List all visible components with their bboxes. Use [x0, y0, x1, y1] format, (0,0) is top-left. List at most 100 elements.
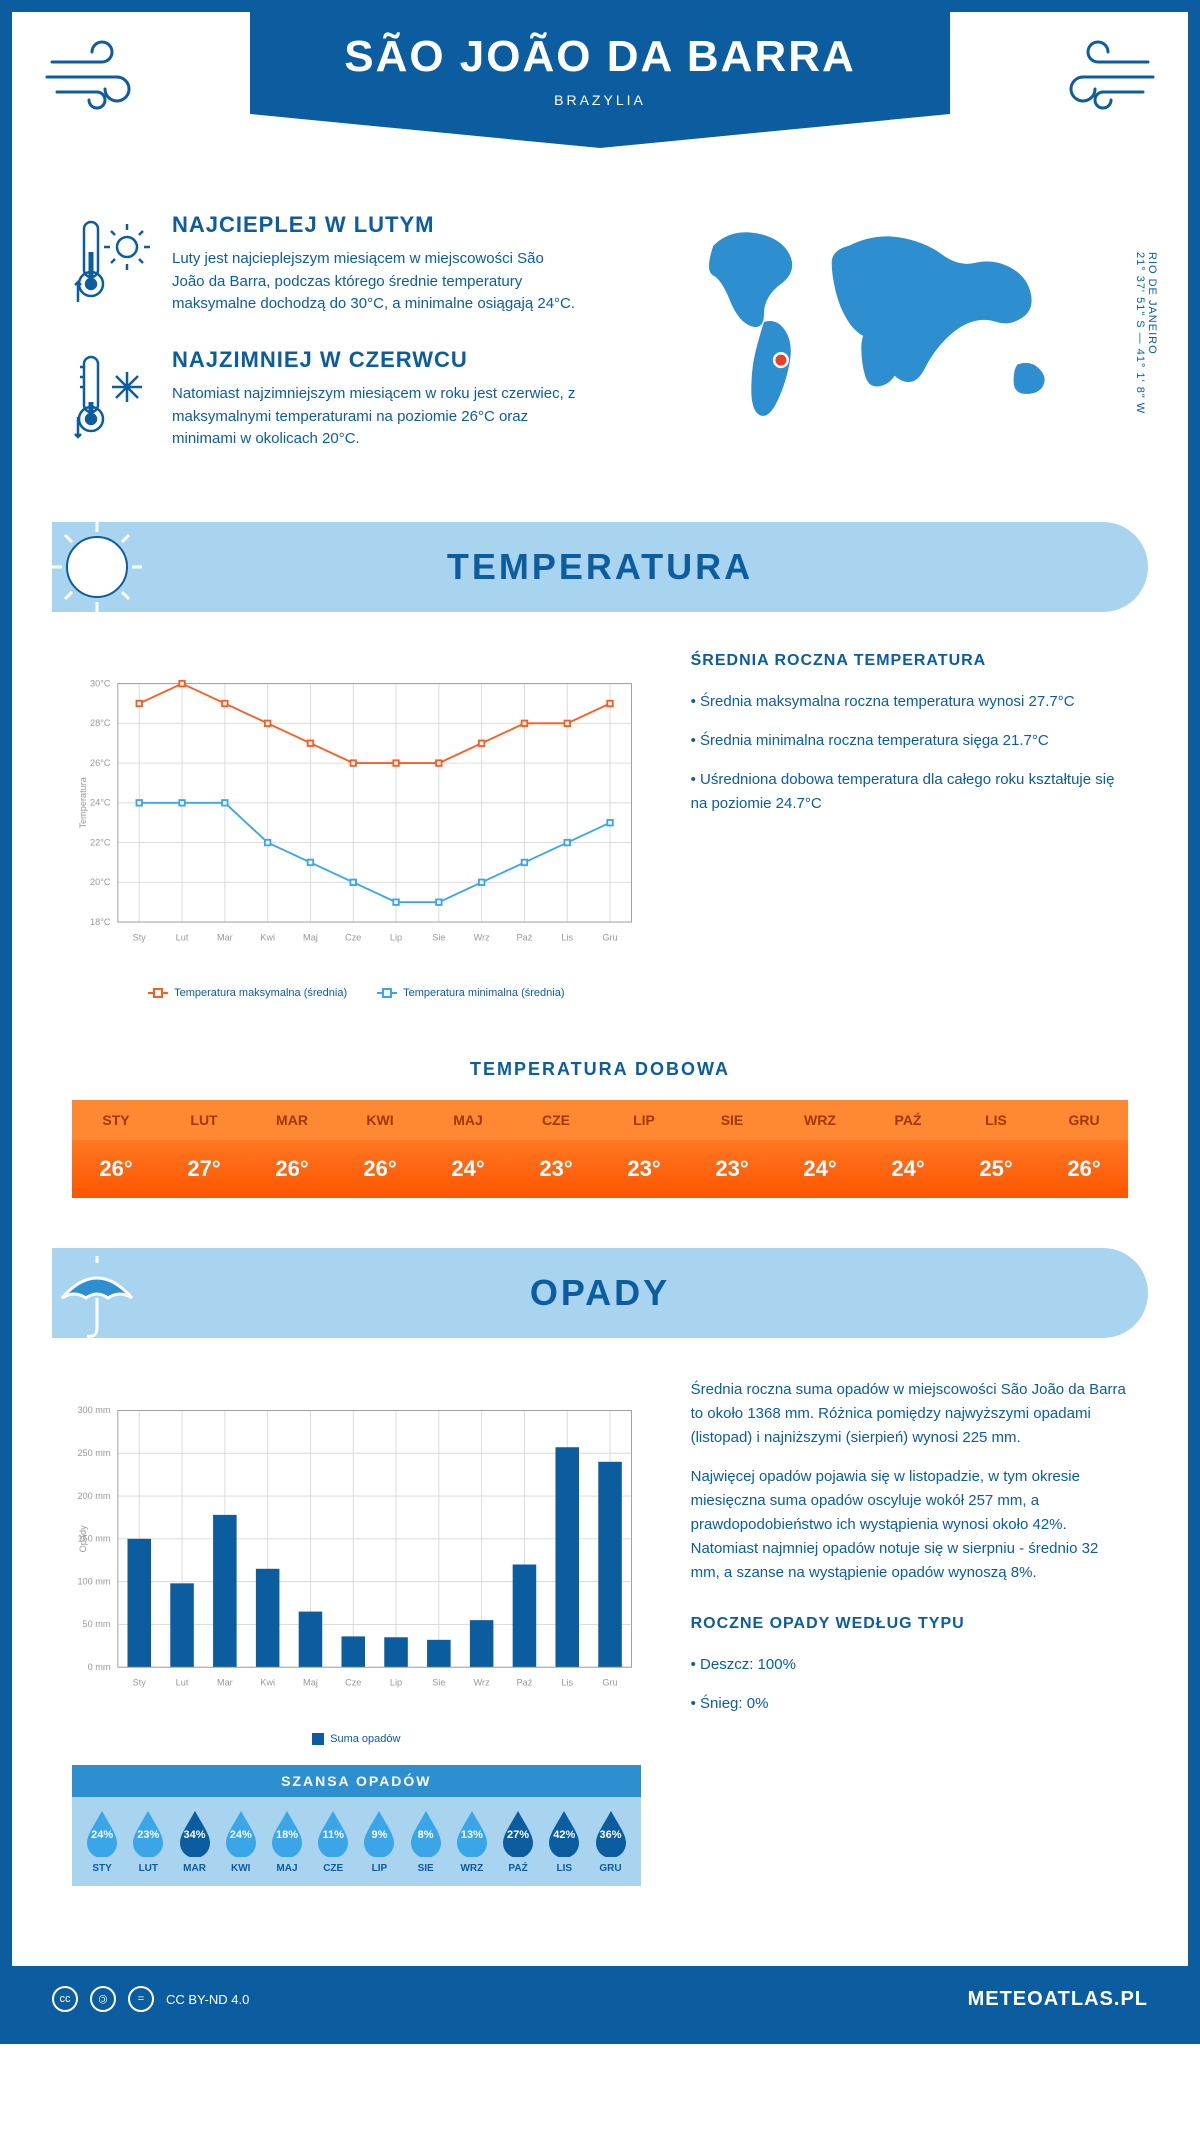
umbrella-icon	[42, 1238, 152, 1348]
svg-text:Paź: Paź	[517, 932, 533, 942]
rain-drop-cell: 8%SIE	[404, 1809, 448, 1874]
temp-table-header: LIS	[952, 1100, 1040, 1140]
country-label: BRAZYLIA	[310, 92, 890, 108]
footer: cc 🄯 = CC BY-ND 4.0 METEOATLAS.PL	[12, 1966, 1188, 2032]
svg-text:200 mm: 200 mm	[77, 1491, 110, 1501]
precip-chart-container: 0 mm50 mm100 mm150 mm200 mm250 mm300 mmS…	[72, 1378, 641, 1886]
coldest-block: NAJZIMNIEJ W CZERWCU Natomiast najzimnie…	[72, 347, 580, 452]
svg-text:Lip: Lip	[390, 932, 402, 942]
svg-text:Mar: Mar	[217, 932, 233, 942]
svg-text:Sie: Sie	[432, 932, 445, 942]
temp-table-cell: 25°	[952, 1140, 1040, 1198]
temp-table-cell: 26°	[248, 1140, 336, 1198]
svg-text:20°C: 20°C	[90, 877, 111, 887]
svg-text:28°C: 28°C	[90, 718, 111, 728]
warmest-block: NAJCIEPLEJ W LUTYM Luty jest najcieplejs…	[72, 212, 580, 317]
rain-drop-cell: 24%STY	[80, 1809, 124, 1874]
precip-type-bullet: • Deszcz: 100%	[691, 1653, 1128, 1677]
svg-text:18°C: 18°C	[90, 917, 111, 927]
by-icon: 🄯	[90, 1986, 116, 2012]
legend-sum: Suma opadów	[312, 1733, 400, 1745]
svg-text:250 mm: 250 mm	[77, 1448, 110, 1458]
temp-table-cell: 26°	[336, 1140, 424, 1198]
warmest-body: Luty jest najcieplejszym miesiącem w mie…	[172, 248, 580, 316]
rain-chance-drops: 24%STY23%LUT34%MAR24%KWI18%MAJ11%CZE9%LI…	[72, 1797, 641, 1886]
temp-table-header: GRU	[1040, 1100, 1128, 1140]
daily-temp-title: TEMPERATURA DOBOWA	[12, 1059, 1188, 1080]
coldest-text: NAJZIMNIEJ W CZERWCU Natomiast najzimnie…	[172, 347, 580, 452]
footer-site: METEOATLAS.PL	[968, 1988, 1148, 2011]
temp-table-header: SIE	[688, 1100, 776, 1140]
svg-text:Paź: Paź	[517, 1678, 533, 1688]
coldest-title: NAJZIMNIEJ W CZERWCU	[172, 347, 580, 373]
precip-by-type-title: ROCZNE OPADY WEDŁUG TYPU	[691, 1615, 1128, 1633]
temperature-line-chart: 18°C20°C22°C24°C26°C28°C30°CStyLutMarKwi…	[72, 652, 641, 972]
thermometer-snow-icon	[72, 347, 152, 452]
rain-drop-cell: 23%LUT	[126, 1809, 170, 1874]
wind-icon-left	[42, 32, 162, 112]
legend-min: .legend-marker[style*="3aa6e8"]::after{b…	[377, 987, 564, 999]
coordinates: RIO DE JANEIRO 21° 37' 51" S — 41° 1' 8"…	[1134, 252, 1158, 414]
temp-chart-container: 18°C20°C22°C24°C26°C28°C30°CStyLutMarKwi…	[72, 652, 641, 999]
svg-text:Gru: Gru	[602, 1678, 617, 1688]
nd-icon: =	[128, 1986, 154, 2012]
precipitation-bar-chart: 0 mm50 mm100 mm150 mm200 mm250 mm300 mmS…	[72, 1378, 641, 1718]
temp-table-cell: 26°	[72, 1140, 160, 1198]
temp-table-header: MAR	[248, 1100, 336, 1140]
temp-table-cell: 23°	[688, 1140, 776, 1198]
svg-text:Wrz: Wrz	[474, 932, 491, 942]
wind-icon-right	[1038, 32, 1158, 112]
temp-table-cell: 27°	[160, 1140, 248, 1198]
svg-text:22°C: 22°C	[90, 837, 111, 847]
svg-text:24°C: 24°C	[90, 798, 111, 808]
svg-text:Sty: Sty	[133, 1678, 147, 1688]
temp-info: ŚREDNIA ROCZNA TEMPERATURA • Średnia mak…	[691, 652, 1128, 999]
temp-table-cell: 23°	[600, 1140, 688, 1198]
rain-drop-cell: 11%CZE	[311, 1809, 355, 1874]
temperature-section-header: TEMPERATURA	[52, 522, 1148, 612]
temp-table-cell: 26°	[1040, 1140, 1128, 1198]
intro-left: NAJCIEPLEJ W LUTYM Luty jest najcieplejs…	[72, 212, 580, 482]
temp-table-header: LUT	[160, 1100, 248, 1140]
rain-drop-cell: 36%GRU	[588, 1809, 632, 1874]
daily-temp-table: STYLUTMARKWIMAJCZELIPSIEWRZPAŹLISGRU26°2…	[72, 1100, 1128, 1198]
sun-icon	[42, 512, 152, 622]
temp-info-title: ŚREDNIA ROCZNA TEMPERATURA	[691, 652, 1128, 670]
intro-right: RIO DE JANEIRO 21° 37' 51" S — 41° 1' 8"…	[620, 212, 1128, 482]
temp-table-header: WRZ	[776, 1100, 864, 1140]
temperature-chart-section: 18°C20°C22°C24°C26°C28°C30°CStyLutMarKwi…	[12, 612, 1188, 1039]
precipitation-section-header: OPADY	[52, 1248, 1148, 1338]
world-map	[620, 212, 1128, 432]
header-banner: SÃO JOÃO DA BARRA BRAZYLIA	[12, 12, 1188, 192]
svg-text:Lip: Lip	[390, 1678, 402, 1688]
warmest-text: NAJCIEPLEJ W LUTYM Luty jest najcieplejs…	[172, 212, 580, 317]
rain-drop-cell: 18%MAJ	[265, 1809, 309, 1874]
svg-text:Kwi: Kwi	[260, 932, 275, 942]
precip-legend: Suma opadów	[72, 1733, 641, 1745]
svg-text:Sie: Sie	[432, 1678, 445, 1688]
temp-table-header: KWI	[336, 1100, 424, 1140]
svg-text:Kwi: Kwi	[260, 1678, 275, 1688]
temp-info-bullet: • Uśredniona dobowa temperatura dla całe…	[691, 768, 1128, 816]
svg-text:Gru: Gru	[602, 932, 617, 942]
precip-type-bullet: • Śnieg: 0%	[691, 1692, 1128, 1716]
svg-text:Maj: Maj	[303, 932, 318, 942]
svg-text:Cze: Cze	[345, 932, 361, 942]
city-title: SÃO JOÃO DA BARRA	[310, 32, 890, 82]
coords-line1: 21° 37' 51" S — 41° 1' 8" W	[1134, 252, 1146, 414]
svg-text:Cze: Cze	[345, 1678, 361, 1688]
temp-table-header: PAŹ	[864, 1100, 952, 1140]
precip-info: Średnia roczna suma opadów w miejscowośc…	[691, 1378, 1128, 1886]
precip-p1: Średnia roczna suma opadów w miejscowośc…	[691, 1378, 1128, 1450]
svg-text:Lis: Lis	[561, 1678, 573, 1688]
legend-max: .legend-marker[style*="ff5a1f"]::after{b…	[148, 987, 347, 999]
warmest-title: NAJCIEPLEJ W LUTYM	[172, 212, 580, 238]
svg-text:300 mm: 300 mm	[77, 1405, 110, 1415]
title-ribbon: SÃO JOÃO DA BARRA BRAZYLIA	[250, 12, 950, 148]
temp-info-bullet: • Średnia minimalna roczna temperatura s…	[691, 729, 1128, 753]
precipitation-chart-section: 0 mm50 mm100 mm150 mm200 mm250 mm300 mmS…	[12, 1338, 1188, 1926]
coords-line2: RIO DE JANEIRO	[1146, 252, 1158, 414]
svg-text:Lis: Lis	[561, 932, 573, 942]
temperature-title: TEMPERATURA	[447, 546, 753, 588]
temp-table-cell: 24°	[864, 1140, 952, 1198]
